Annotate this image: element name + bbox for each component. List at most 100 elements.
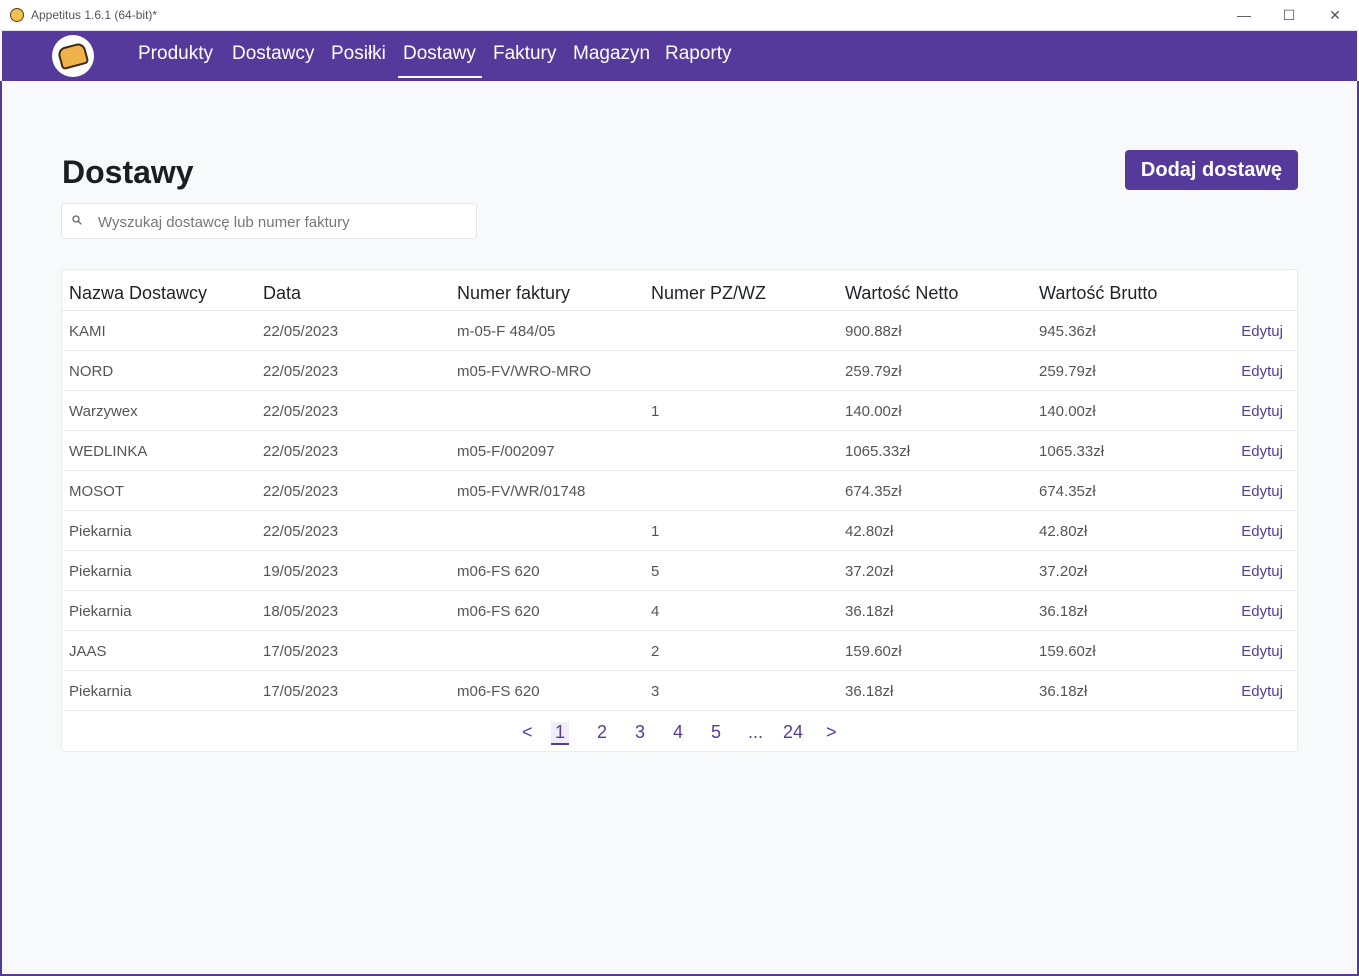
edit-link[interactable]: Edytuj xyxy=(1241,403,1283,420)
search-box xyxy=(61,203,477,239)
cell-pz: 2 xyxy=(651,643,660,660)
row-divider xyxy=(62,470,1297,471)
cell-supplier: Piekarnia xyxy=(69,523,132,540)
nav-posilki[interactable]: Posiłki xyxy=(331,43,386,64)
cell-date: 22/05/2023 xyxy=(263,523,339,540)
edit-link[interactable]: Edytuj xyxy=(1241,323,1283,340)
add-delivery-button[interactable]: Dodaj dostawę xyxy=(1125,150,1298,190)
row-divider xyxy=(62,710,1297,711)
cell-gross: 945.36zł xyxy=(1039,323,1096,340)
nav-faktury[interactable]: Faktury xyxy=(493,43,557,64)
nav-raporty[interactable]: Raporty xyxy=(665,43,732,64)
cell-invoice: m05-FV/WR/01748 xyxy=(457,483,586,500)
table-row: Piekarnia 19/05/2023 m06-FS 620 5 37.20zł 37.… xyxy=(62,551,1297,591)
pagination-page-3[interactable]: 3 xyxy=(635,722,646,742)
cell-date: 17/05/2023 xyxy=(263,643,339,660)
pagination-page-4[interactable]: 4 xyxy=(673,722,684,742)
cell-pz: 5 xyxy=(651,563,660,580)
cell-gross: 674.35zł xyxy=(1039,483,1096,500)
cell-supplier: Piekarnia xyxy=(69,563,132,580)
nav-produkty[interactable]: Produkty xyxy=(138,43,213,64)
edit-link[interactable]: Edytuj xyxy=(1241,603,1283,620)
header-divider xyxy=(62,310,1297,311)
cell-pz: 1 xyxy=(651,523,660,540)
cell-pz: 3 xyxy=(651,683,660,700)
cell-gross: 36.18zł xyxy=(1039,683,1088,700)
cell-net: 159.60zł xyxy=(845,643,902,660)
minimize-icon[interactable]: — xyxy=(1237,7,1251,23)
cell-gross: 1065.33zł xyxy=(1039,443,1105,460)
column-header-date[interactable]: Data xyxy=(263,283,302,303)
edit-link[interactable]: Edytuj xyxy=(1241,683,1283,700)
cell-gross: 259.79zł xyxy=(1039,363,1096,380)
cell-net: 36.18zł xyxy=(845,603,894,620)
cell-supplier: Piekarnia xyxy=(69,603,132,620)
cell-net: 42.80zł xyxy=(845,523,894,540)
table-row: Piekarnia 22/05/2023 1 42.80zł 42.80zł Edytuj xyxy=(62,511,1297,551)
table-row: Warzywex 22/05/2023 1 140.00zł 140.00zł Edytu… xyxy=(62,391,1297,431)
pagination-page-1[interactable]: 1 xyxy=(551,722,570,745)
page-title: Dostawy xyxy=(62,154,194,190)
row-divider xyxy=(62,430,1297,431)
table-row: WEDLINKA 22/05/2023 m05-F/002097 1065.33zł 1… xyxy=(62,431,1297,471)
cell-gross: 140.00zł xyxy=(1039,403,1096,420)
cell-date: 22/05/2023 xyxy=(263,363,339,380)
column-header-supplier[interactable]: Nazwa Dostawcy xyxy=(69,283,208,303)
cell-net: 259.79zł xyxy=(845,363,902,380)
edit-link[interactable]: Edytuj xyxy=(1241,363,1283,380)
row-divider xyxy=(62,510,1297,511)
column-header-net[interactable]: Wartość Netto xyxy=(845,283,959,303)
cell-supplier: JAAS xyxy=(69,643,107,660)
cell-supplier: MOSOT xyxy=(69,483,124,500)
cell-net: 37.20zł xyxy=(845,563,894,580)
deliveries-table: Nazwa Dostawcy Data Numer faktury Numer … xyxy=(61,269,1298,752)
row-divider xyxy=(62,550,1297,551)
cell-supplier: Piekarnia xyxy=(69,683,132,700)
edit-link[interactable]: Edytuj xyxy=(1241,523,1283,540)
nav-dostawy[interactable]: Dostawy xyxy=(403,43,476,64)
cell-invoice: m-05-F 484/05 xyxy=(457,323,556,340)
cell-gross: 36.18zł xyxy=(1039,603,1088,620)
table-row: KAMI 22/05/2023 m-05-F 484/05 900.88zł 945.3… xyxy=(62,311,1297,351)
column-header-gross[interactable]: Wartość Brutto xyxy=(1039,283,1158,303)
cell-gross: 159.60zł xyxy=(1039,643,1096,660)
cell-date: 22/05/2023 xyxy=(263,483,339,500)
row-divider xyxy=(62,670,1297,671)
table-row: MOSOT 22/05/2023 m05-FV/WR/01748 674.35zł 67… xyxy=(62,471,1297,511)
maximize-icon[interactable]: ☐ xyxy=(1282,6,1296,23)
row-divider xyxy=(62,590,1297,591)
pagination-page-2[interactable]: 2 xyxy=(597,722,608,742)
window-title: Appetitus 1.6.1 (64-bit)* xyxy=(31,8,158,22)
close-icon[interactable]: ✕ xyxy=(1329,6,1341,23)
column-header-invoice[interactable]: Numer faktury xyxy=(457,283,571,303)
pagination-page-5[interactable]: 5 xyxy=(711,722,722,742)
pagination: < 1 2 3 4 5 ... 24 > xyxy=(62,722,1297,748)
cell-net: 674.35zł xyxy=(845,483,902,500)
cell-date: 22/05/2023 xyxy=(263,403,339,420)
edit-link[interactable]: Edytuj xyxy=(1241,643,1283,660)
edit-link[interactable]: Edytuj xyxy=(1241,443,1283,460)
pagination-prev[interactable]: < xyxy=(522,722,533,742)
cell-date: 18/05/2023 xyxy=(263,603,339,620)
row-divider xyxy=(62,350,1297,351)
edit-link[interactable]: Edytuj xyxy=(1241,483,1283,500)
cell-net: 140.00zł xyxy=(845,403,902,420)
cell-invoice: m06-FS 620 xyxy=(457,563,540,580)
app-logo[interactable] xyxy=(52,35,94,77)
cell-pz: 1 xyxy=(651,403,660,420)
edit-link[interactable]: Edytuj xyxy=(1241,563,1283,580)
cell-date: 22/05/2023 xyxy=(263,323,339,340)
cell-gross: 42.80zł xyxy=(1039,523,1088,540)
cell-date: 19/05/2023 xyxy=(263,563,339,580)
search-icon xyxy=(72,215,82,225)
row-divider xyxy=(62,630,1297,631)
nav-active-indicator xyxy=(398,76,482,78)
pagination-next[interactable]: > xyxy=(826,722,837,742)
nav-dostawcy[interactable]: Dostawcy xyxy=(232,43,315,64)
cell-net: 36.18zł xyxy=(845,683,894,700)
table-row: Piekarnia 17/05/2023 m06-FS 620 3 36.18zł 36.… xyxy=(62,671,1297,711)
search-input[interactable] xyxy=(96,210,470,234)
column-header-pz[interactable]: Numer PZ/WZ xyxy=(651,283,766,303)
nav-magazyn[interactable]: Magazyn xyxy=(573,43,651,64)
pagination-page-24[interactable]: 24 xyxy=(783,722,804,742)
